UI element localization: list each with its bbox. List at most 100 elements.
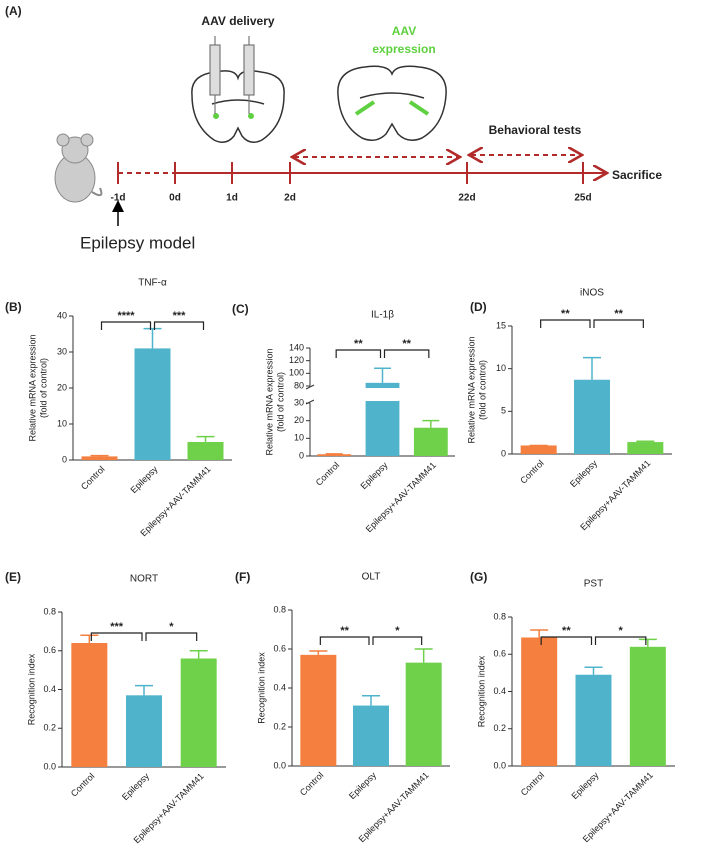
y-tick-label: 10 xyxy=(294,433,304,443)
expression-area xyxy=(408,100,430,116)
bar xyxy=(575,674,612,766)
y-tick-label: 20 xyxy=(57,382,67,392)
significance-label: ** xyxy=(402,338,411,350)
y-tick-label: 0 xyxy=(299,450,304,460)
y-tick-label: 0.8 xyxy=(43,606,56,616)
chart-title: OLT xyxy=(362,572,381,583)
y-axis-label: (fold of control) xyxy=(477,360,487,420)
y-tick-label: 0.2 xyxy=(43,723,56,733)
chart-title: IL-1β xyxy=(371,310,394,321)
y-axis-label: (fold of control) xyxy=(38,358,48,418)
end-label: Sacrifice xyxy=(612,168,662,182)
significance-bracket xyxy=(335,349,382,358)
significance-bracket xyxy=(90,632,143,641)
y-tick-label: 140 xyxy=(289,342,304,352)
significance-bracket xyxy=(540,636,593,645)
chart-title: PST xyxy=(584,579,603,590)
bar-break xyxy=(364,388,401,401)
bar xyxy=(353,705,389,766)
expression-area xyxy=(354,100,376,116)
bar xyxy=(317,454,352,456)
y-tick-label: 0.2 xyxy=(493,723,506,733)
timeline-tick-label: 1d xyxy=(226,193,238,204)
bar xyxy=(180,658,217,767)
y-tick-label: 10 xyxy=(496,363,506,373)
x-tick-label: Epilepsy xyxy=(358,460,389,491)
bar xyxy=(71,643,108,767)
significance-label: ** xyxy=(562,625,571,637)
y-tick-label: 0.0 xyxy=(43,761,56,771)
bar xyxy=(187,442,224,460)
y-tick-label: 0.0 xyxy=(273,760,286,770)
bar xyxy=(134,348,171,460)
significance-label: * xyxy=(395,625,400,637)
y-tick-label: 0.4 xyxy=(273,682,286,692)
y-tick-label: 0.0 xyxy=(493,760,506,770)
y-tick-label: 100 xyxy=(289,368,304,378)
bar xyxy=(405,662,442,766)
significance-label: * xyxy=(619,625,624,637)
timeline-tick-label: 25d xyxy=(574,193,591,204)
significance-bracket xyxy=(100,321,152,330)
bar xyxy=(627,442,664,454)
y-axis-label: Recognition index xyxy=(26,653,36,725)
y-axis-label: Relative mRNA expression xyxy=(264,348,274,455)
y-tick-label: 0.4 xyxy=(493,686,506,696)
panel-label: (E) xyxy=(5,570,21,584)
significance-bracket xyxy=(319,636,370,645)
x-tick-label: Control xyxy=(518,458,546,486)
y-tick-label: 0 xyxy=(62,454,67,464)
timeline-tick-label: 0d xyxy=(169,193,181,204)
timeline-tick-label: 2d xyxy=(284,193,296,204)
significance-label: ** xyxy=(614,308,623,320)
brain-detail xyxy=(211,99,265,105)
x-tick-label: Control xyxy=(79,464,107,492)
axis-break xyxy=(305,384,315,405)
timeline-tick-label: 22d xyxy=(458,193,475,204)
significance-label: **** xyxy=(117,310,135,322)
chart: (F) OLT Recognition index 0.0 0.2 0.4 0.6 0.8 Co… xyxy=(235,570,450,844)
y-tick-label: 80 xyxy=(294,380,304,390)
significance-label: ** xyxy=(354,338,363,350)
significance-label: ** xyxy=(561,308,570,320)
significance-bracket xyxy=(372,636,423,645)
chart-title: NORT xyxy=(130,574,158,585)
y-tick-label: 0.2 xyxy=(273,721,286,731)
x-tick-label: Control xyxy=(519,770,547,798)
x-tick-label: Control xyxy=(298,770,326,798)
y-tick-label: 0.6 xyxy=(273,643,286,653)
panel-label: (F) xyxy=(235,570,250,584)
x-tick-label: Epilepsy xyxy=(128,464,159,495)
panel-label: (B) xyxy=(5,300,22,314)
y-tick-label: 40 xyxy=(57,310,67,320)
panel-label: (D) xyxy=(470,300,487,314)
significance-bracket xyxy=(145,632,198,641)
significance-bracket xyxy=(153,321,205,330)
mouse-icon xyxy=(54,133,103,203)
expression-label: AAV xyxy=(392,24,416,38)
chart: (B) TNF-α Relative mRNA expression (fold of… xyxy=(5,278,232,538)
brain xyxy=(337,65,447,141)
x-tick-label: Epilepsy xyxy=(347,770,378,801)
brain xyxy=(191,70,285,143)
y-axis-label: Recognition index xyxy=(476,655,486,727)
panel-label: (G) xyxy=(470,570,487,584)
y-tick-label: 120 xyxy=(289,355,304,365)
y-tick-label: 0.8 xyxy=(273,604,286,614)
y-tick-label: 20 xyxy=(294,415,304,425)
chart: (D) iNOS Relative mRNA expression (fold of … xyxy=(466,288,672,532)
y-axis-label: Recognition index xyxy=(256,652,266,724)
y-tick-label: 0.4 xyxy=(43,684,56,694)
panel-label: (C) xyxy=(232,302,249,316)
significance-bracket xyxy=(383,349,430,358)
x-tick-label: Control xyxy=(314,460,342,488)
bar xyxy=(521,637,558,766)
injection xyxy=(248,113,254,119)
y-tick-label: 15 xyxy=(496,320,506,330)
significance-label: ** xyxy=(340,625,349,637)
bar xyxy=(574,379,610,454)
model-label: Epilepsy model xyxy=(80,233,195,252)
y-tick-label: 30 xyxy=(57,346,67,356)
